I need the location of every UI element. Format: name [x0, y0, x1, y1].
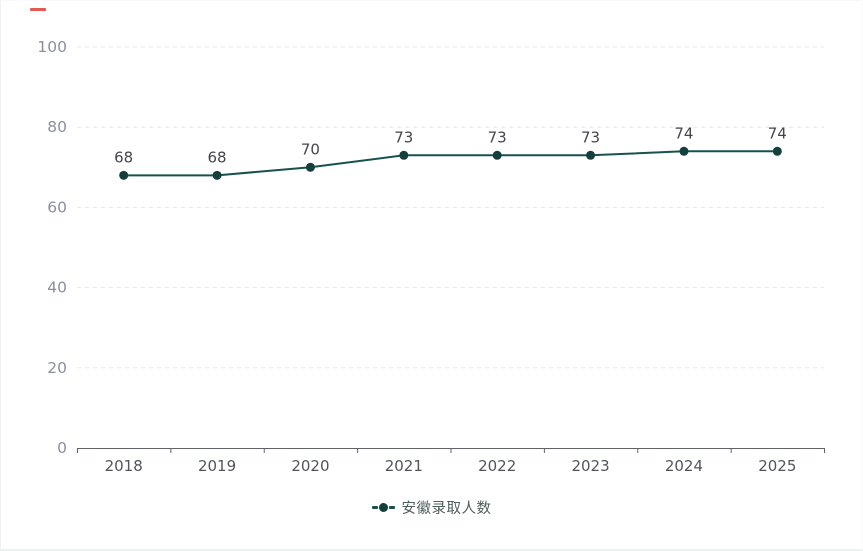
x-axis-tick-label: 2018 — [105, 457, 143, 475]
data-point[interactable] — [212, 170, 222, 180]
y-axis-tick-label: 60 — [47, 198, 67, 216]
x-axis-tick-label: 2025 — [758, 457, 796, 475]
x-axis-tick-label: 2019 — [198, 457, 236, 475]
y-axis-tick-label: 100 — [37, 38, 67, 56]
data-point-label: 70 — [301, 140, 320, 158]
y-axis-tick-label: 0 — [57, 439, 67, 457]
x-axis-tick-label: 2021 — [385, 457, 423, 475]
data-point[interactable] — [492, 150, 502, 160]
data-point[interactable] — [399, 150, 409, 160]
y-axis-tick-label: 80 — [47, 118, 67, 136]
x-axis-tick-label: 2023 — [571, 457, 609, 475]
x-axis-tick-label: 2022 — [478, 457, 516, 475]
y-axis-tick-label: 40 — [47, 279, 67, 297]
data-point-label: 73 — [488, 128, 507, 146]
legend-dot-icon — [378, 503, 388, 512]
legend-label: 安徽录取人数 — [401, 501, 492, 517]
data-point-label: 74 — [768, 124, 787, 142]
legend-dash-left — [371, 506, 378, 509]
y-axis-tick-label: 20 — [47, 359, 67, 377]
data-point[interactable] — [586, 150, 596, 160]
data-point[interactable] — [679, 146, 689, 156]
legend-dash-right — [388, 506, 395, 509]
red-dash-mark — [30, 8, 46, 11]
series-line — [123, 150, 778, 177]
data-point-label: 68 — [208, 148, 227, 166]
data-point-label: 74 — [674, 124, 693, 142]
data-point-label: 68 — [114, 148, 133, 166]
data-point-label: 73 — [394, 128, 413, 146]
x-axis-tick-label: 2020 — [291, 457, 329, 475]
x-axis-tick-label: 2024 — [665, 457, 703, 475]
data-point[interactable] — [119, 170, 129, 180]
legend-item-anhui[interactable]: 安徽录取人数 — [1, 497, 862, 518]
legend-line-dot-marker — [371, 503, 395, 512]
data-point-label: 73 — [581, 128, 600, 146]
data-point[interactable] — [772, 146, 782, 156]
data-point[interactable] — [305, 162, 315, 172]
